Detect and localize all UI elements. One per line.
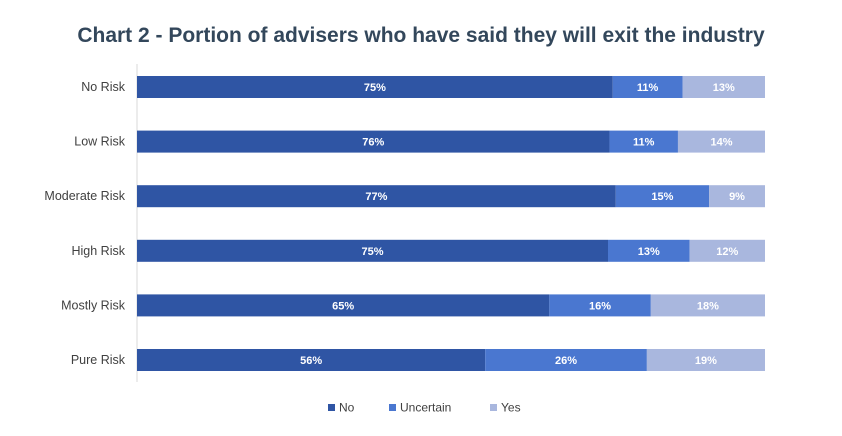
data-label: 16% <box>589 300 611 312</box>
legend-label: Yes <box>501 401 521 415</box>
bar-segment <box>682 76 765 98</box>
bar-segment <box>709 185 765 208</box>
category-label: Low Risk <box>74 135 125 149</box>
category-label: Moderate Risk <box>44 189 125 203</box>
bar-segment <box>609 130 678 153</box>
data-label: 11% <box>633 137 655 149</box>
bar-segment <box>137 294 550 317</box>
chart-title: Chart 2 - Portion of advisers who have s… <box>77 24 765 47</box>
legend-label: Uncertain <box>400 401 451 415</box>
data-label: 15% <box>651 191 673 203</box>
bar-segment <box>608 239 690 262</box>
bar-segment <box>650 294 765 317</box>
legend-swatch <box>490 404 497 411</box>
data-label: 56% <box>300 355 322 367</box>
data-label: 13% <box>713 82 735 94</box>
data-label: 19% <box>695 355 717 367</box>
category-label: Pure Risk <box>71 353 126 367</box>
legend-swatch <box>389 404 396 411</box>
data-label: 26% <box>555 355 577 367</box>
data-label: 65% <box>332 300 354 312</box>
data-label: 13% <box>638 246 660 258</box>
bar-segment <box>137 349 486 371</box>
legend-swatch <box>328 404 335 411</box>
data-label: 77% <box>365 191 387 203</box>
category-label: High Risk <box>72 244 126 258</box>
data-label: 75% <box>364 82 386 94</box>
bar-segment <box>615 185 710 208</box>
bar-segment <box>137 185 616 208</box>
bar-segment <box>137 239 608 262</box>
category-label: Mostly Risk <box>61 298 126 312</box>
data-label: 76% <box>362 137 384 149</box>
bar-segment <box>137 76 613 98</box>
data-label: 11% <box>637 82 659 94</box>
legend-label: No <box>339 401 355 415</box>
category-label: No Risk <box>81 80 126 94</box>
bar-segment <box>689 239 765 262</box>
data-label: 9% <box>729 191 745 203</box>
bar-segment <box>612 76 683 98</box>
bar-segment <box>646 349 765 371</box>
data-label: 12% <box>716 246 738 258</box>
bar-segment <box>485 349 647 371</box>
bar-segment <box>549 294 651 317</box>
bar-segment <box>137 130 610 153</box>
bar-segment <box>677 130 765 153</box>
data-label: 18% <box>697 300 719 312</box>
data-label: 75% <box>361 246 383 258</box>
data-label: 14% <box>710 137 732 149</box>
